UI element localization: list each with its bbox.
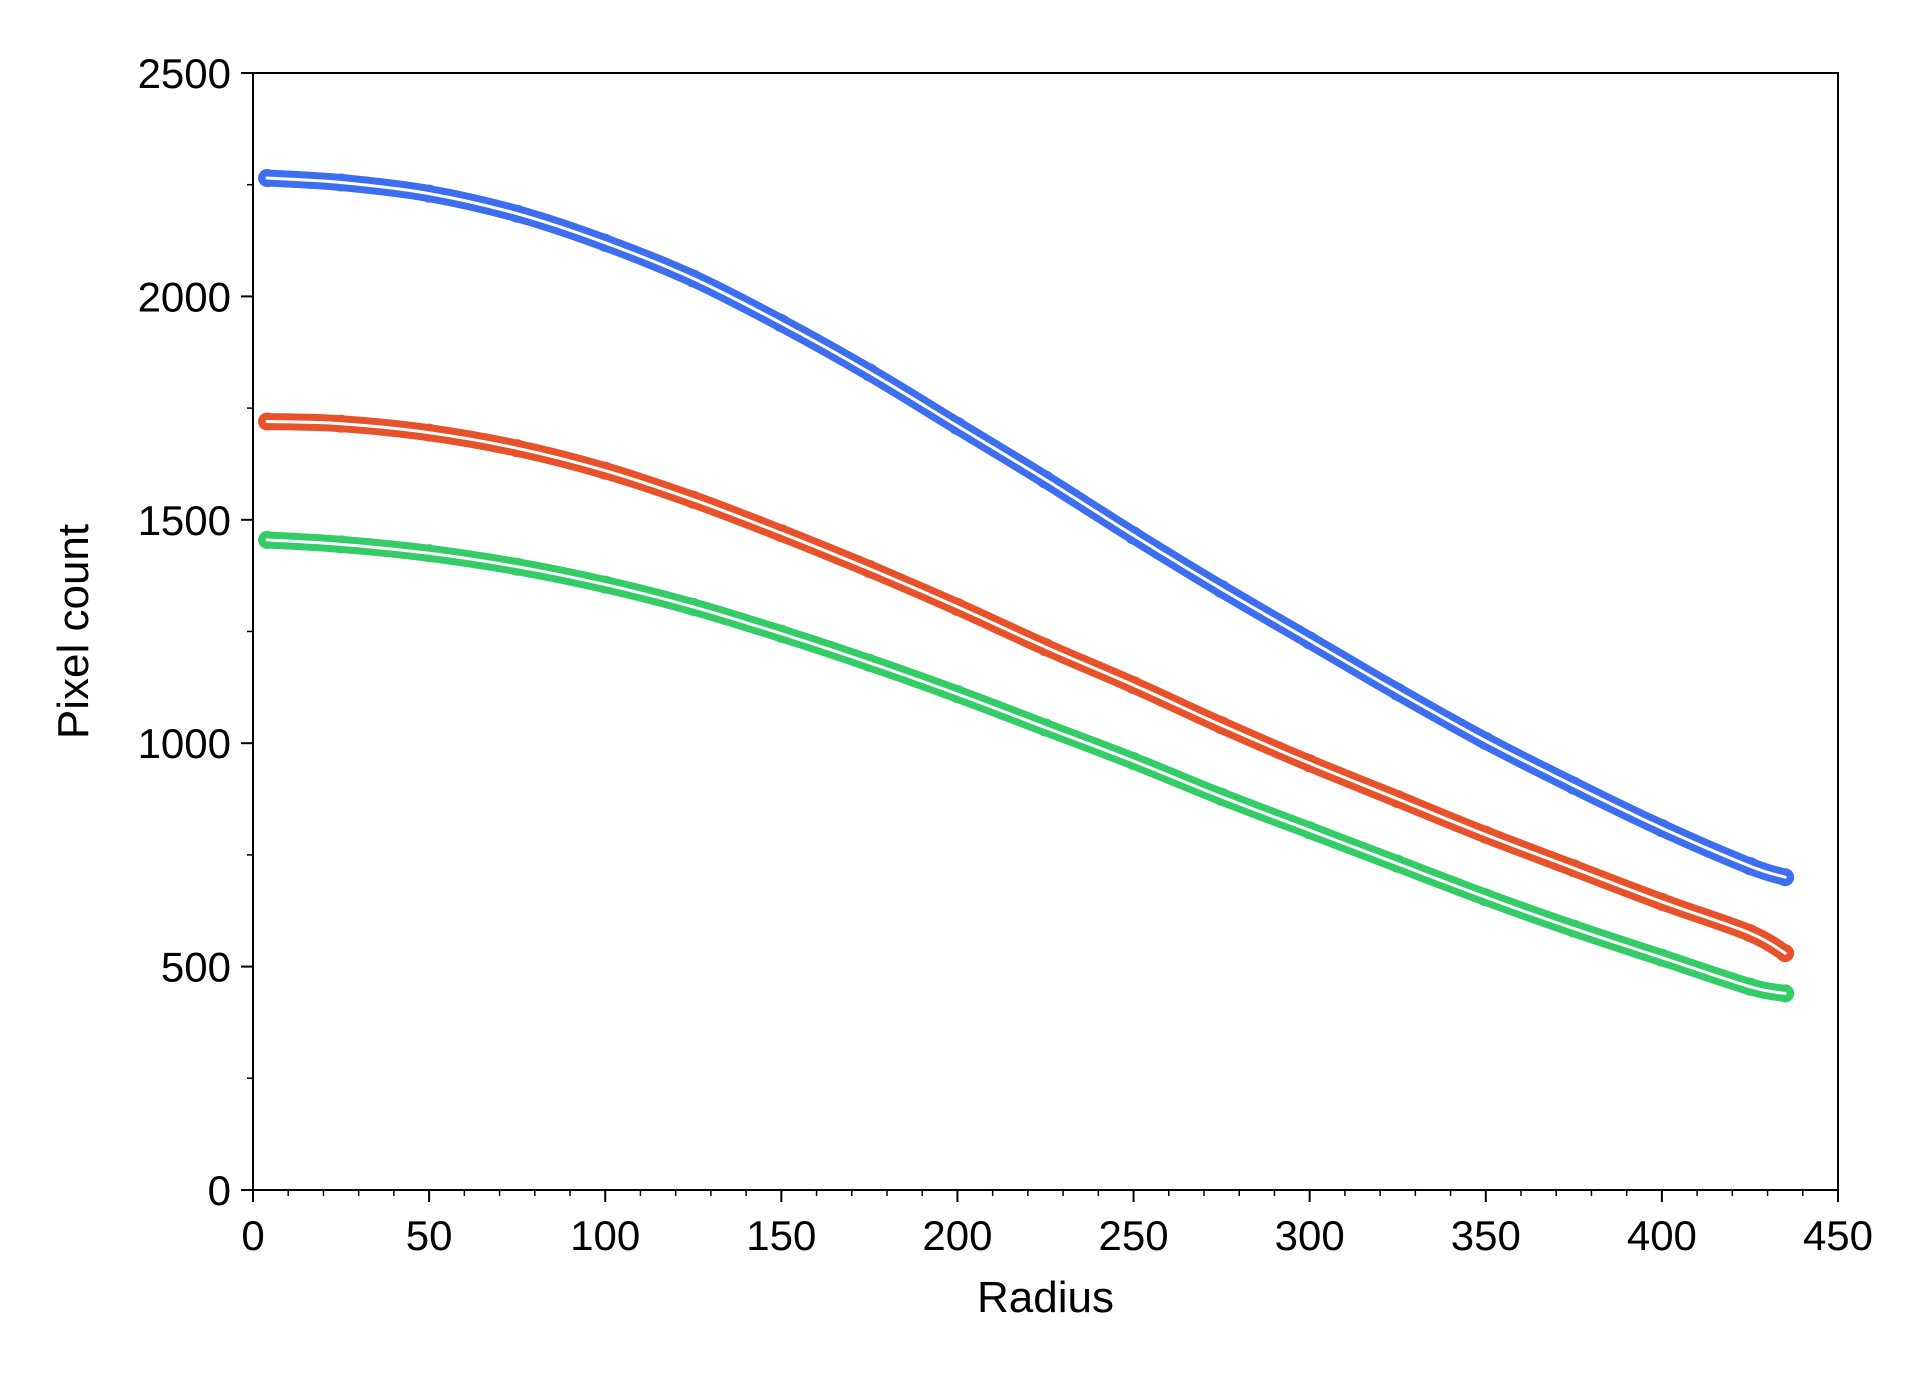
x-tick-label: 200 (922, 1212, 992, 1259)
y-tick-label: 1000 (138, 720, 231, 767)
x-tick-label: 250 (1099, 1212, 1169, 1259)
axes-layer: 0 50 100 150 200 250 300 350 400 450 0 500 1000 1500 2… (138, 50, 1873, 1259)
y-tick-label: 1500 (138, 497, 231, 544)
plot-frame (252, 72, 1839, 1191)
series-group (258, 168, 1795, 887)
x-tick-label: 150 (746, 1212, 816, 1259)
series-scatter-band (258, 169, 1794, 886)
y-axis-label: Pixel count (49, 524, 98, 739)
y-tick-label: 0 (208, 1167, 231, 1214)
x-tick-label: 400 (1627, 1212, 1697, 1259)
x-tick-label: 350 (1451, 1212, 1521, 1259)
x-tick-label: 100 (570, 1212, 640, 1259)
fit-line (265, 538, 1787, 995)
x-tick-label: 50 (406, 1212, 453, 1259)
x-tick-label: 0 (241, 1212, 264, 1259)
x-tick-label: 300 (1275, 1212, 1345, 1259)
series-layer (258, 168, 1795, 1003)
series-group (258, 412, 1795, 963)
series-scatter-band (258, 413, 1794, 962)
y-tick-label: 2000 (138, 273, 231, 320)
fit-line (265, 420, 1787, 955)
x-axis-label: Radius (977, 1273, 1114, 1322)
fit-line (265, 176, 1787, 879)
x-tick-label: 450 (1803, 1212, 1873, 1259)
series-group (258, 530, 1795, 1003)
y-tick-label: 500 (161, 944, 231, 991)
series-scatter-band (258, 531, 1794, 1002)
y-tick-label: 2500 (138, 50, 231, 97)
